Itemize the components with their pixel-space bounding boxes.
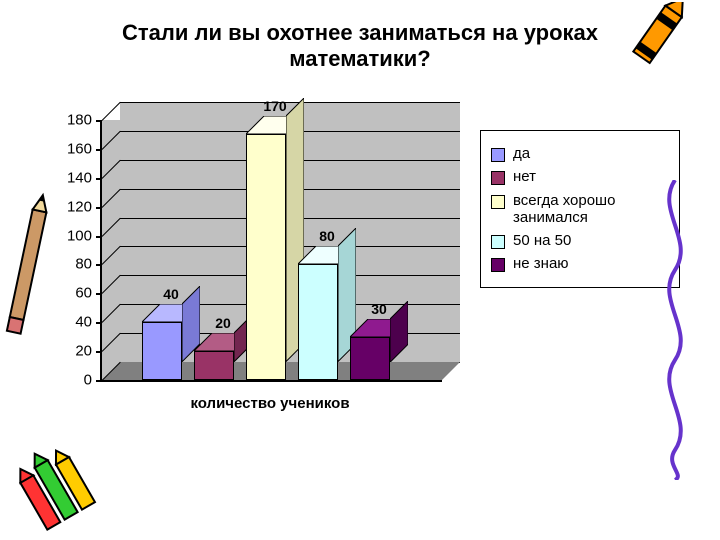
y-tick-label: 120 (50, 198, 92, 215)
y-tick-label: 60 (50, 285, 92, 302)
bar (142, 304, 200, 380)
bar-value-label: 20 (193, 315, 253, 331)
y-tick-mark (96, 293, 102, 295)
y-axis: 020406080100120140160180 (50, 120, 100, 380)
y-tick-label: 180 (50, 112, 92, 129)
bar-chart: 020406080100120140160180 40201708030 кол… (50, 120, 460, 420)
bar (194, 333, 252, 380)
legend-label: нет (513, 168, 536, 185)
y-tick-label: 40 (50, 314, 92, 331)
legend-item: не знаю (491, 255, 669, 272)
bar-value-label: 80 (297, 228, 357, 244)
pencil-icon (4, 190, 54, 350)
crayon-icon (622, 2, 712, 92)
squiggle-icon (650, 180, 700, 480)
bar-front (142, 322, 182, 380)
bar-front (194, 351, 234, 380)
y-tick-label: 160 (50, 140, 92, 157)
bar-front (298, 264, 338, 380)
legend-swatch (491, 195, 505, 209)
y-tick-label: 20 (50, 343, 92, 360)
legend-label: не знаю (513, 255, 569, 272)
legend-swatch (491, 171, 505, 185)
legend-label: 50 на 50 (513, 232, 571, 249)
bar-value-label: 40 (141, 286, 201, 302)
legend-swatch (491, 148, 505, 162)
legend-item: да (491, 145, 669, 162)
legend-label: да (513, 145, 530, 162)
title-line-2: математики? (289, 46, 430, 71)
legend-swatch (491, 258, 505, 272)
legend-label: всегда хорошо занимался (513, 192, 669, 227)
bar-front (246, 134, 286, 380)
bar (350, 319, 408, 380)
bar-value-label: 30 (349, 301, 409, 317)
page-title: Стали ли вы охотнее заниматься на уроках… (0, 20, 720, 73)
bar-value-label: 170 (245, 98, 305, 114)
y-tick-label: 100 (50, 227, 92, 244)
bar (246, 116, 304, 380)
legend-item: 50 на 50 (491, 232, 669, 249)
bar-front (350, 337, 390, 380)
plot-area: 40201708030 (100, 120, 442, 382)
y-tick-mark (96, 264, 102, 266)
legend-item: всегда хорошо занимался (491, 192, 669, 227)
y-tick-label: 0 (50, 372, 92, 389)
x-axis-label: количество учеников (100, 395, 440, 412)
y-tick-label: 140 (50, 169, 92, 186)
crayons-icon (2, 428, 122, 538)
legend-item: нет (491, 168, 669, 185)
title-line-1: Стали ли вы охотнее заниматься на уроках (122, 20, 598, 45)
bar (298, 246, 356, 380)
y-tick-label: 80 (50, 256, 92, 273)
legend-swatch (491, 235, 505, 249)
grid-connector (102, 102, 121, 121)
